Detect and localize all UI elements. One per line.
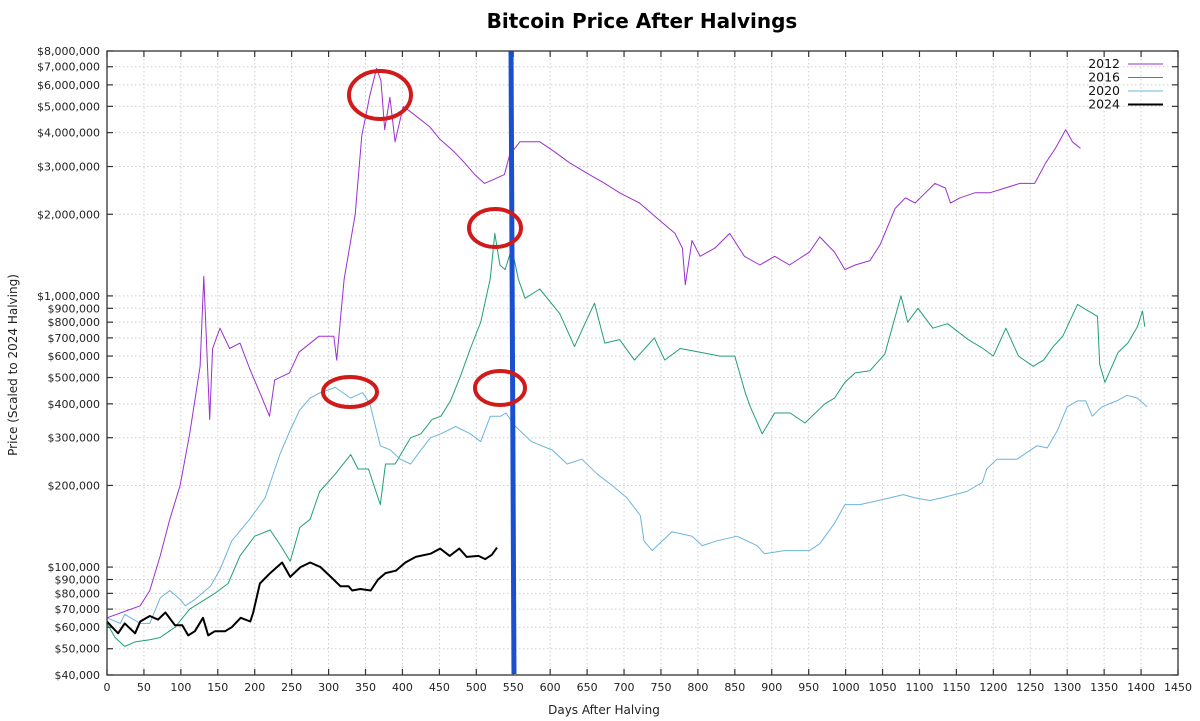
x-tick-label: 800	[687, 681, 708, 694]
x-tick-label: 600	[540, 681, 561, 694]
series-line-2012	[106, 67, 1081, 619]
y-tick-label: $50,000	[55, 643, 101, 656]
x-tick-label: 1300	[1053, 681, 1081, 694]
annotation-circle-2016-peak	[467, 207, 523, 249]
x-tick-label: 1100	[905, 681, 933, 694]
x-tick-label: 1450	[1164, 681, 1192, 694]
y-tick-label: $7,000,000	[37, 61, 100, 74]
legend-label: 2016	[1088, 70, 1120, 85]
y-tick-label: $900,000	[48, 302, 101, 315]
y-tick-label: $60,000	[55, 621, 101, 634]
x-axis: 0 50 100 150 200 250 300 350 400 450 500 550 600 650 7…	[104, 51, 1192, 694]
x-tick-label: 1400	[1127, 681, 1155, 694]
x-tick-label: 900	[761, 681, 782, 694]
x-tick-label: 1050	[869, 681, 897, 694]
y-tick-label: $400,000	[48, 398, 101, 411]
x-tick-label: 700	[614, 681, 635, 694]
x-tick-label: 0	[104, 681, 111, 694]
y-tick-label: $70,000	[55, 603, 101, 616]
series-line-2020	[106, 386, 1148, 624]
x-tick-label: 250	[281, 681, 302, 694]
x-tick-label: 850	[724, 681, 745, 694]
x-tick-label: 300	[318, 681, 339, 694]
x-tick-label: 650	[577, 681, 598, 694]
annotation-circle-2020-peak-1	[321, 375, 379, 409]
y-tick-label: $2,000,000	[37, 208, 100, 221]
x-tick-label: 450	[429, 681, 450, 694]
x-tick-label: 400	[392, 681, 413, 694]
x-tick-label: 350	[355, 681, 376, 694]
y-tick-label: $1,000,000	[37, 290, 100, 303]
series-line-2016	[106, 232, 1146, 647]
y-tick-label: $700,000	[48, 332, 101, 345]
y-tick-label: $8,000,000	[37, 45, 100, 58]
x-tick-label: 1250	[1016, 681, 1044, 694]
legend-label: 2024	[1088, 97, 1120, 112]
x-tick-label: 1150	[942, 681, 970, 694]
legend-label: 2012	[1088, 56, 1120, 71]
y-tick-label: $800,000	[48, 316, 101, 329]
grid	[107, 51, 1178, 675]
y-tick-label: $500,000	[48, 372, 101, 385]
y-tick-label: $600,000	[48, 350, 101, 363]
plot-frame	[106, 50, 1179, 676]
y-tick-label: $80,000	[55, 587, 101, 600]
x-tick-label: 550	[503, 681, 524, 694]
chart-title: Bitcoin Price After Halvings	[487, 9, 798, 33]
y-tick-label: $6,000,000	[37, 79, 100, 92]
y-tick-label: $3,000,000	[37, 161, 100, 174]
legend-label: 2020	[1088, 83, 1120, 98]
x-tick-label: 150	[207, 681, 228, 694]
vertical-marker-line	[508, 50, 517, 675]
x-tick-label: 200	[244, 681, 265, 694]
x-tick-label: 750	[650, 681, 671, 694]
series-line-2024	[106, 547, 498, 637]
x-axis-label: Days After Halving	[548, 703, 660, 717]
x-tick-label: 1350	[1090, 681, 1118, 694]
y-tick-label: $90,000	[55, 573, 101, 586]
y-tick-label: $100,000	[48, 561, 101, 574]
series-group	[106, 67, 1148, 647]
annotations	[321, 50, 527, 675]
y-tick-label: $5,000,000	[37, 100, 100, 113]
x-tick-label: 1000	[832, 681, 860, 694]
x-tick-label: 500	[466, 681, 487, 694]
x-tick-label: 50	[137, 681, 151, 694]
y-axis-label: Price (Scaled to 2024 Halving)	[6, 274, 20, 456]
y-tick-label: $200,000	[48, 479, 101, 492]
y-tick-label: $40,000	[55, 669, 101, 682]
x-tick-label: 1200	[979, 681, 1007, 694]
y-tick-label: $300,000	[48, 432, 101, 445]
y-tick-label: $4,000,000	[37, 127, 100, 140]
x-tick-label: 100	[170, 681, 191, 694]
annotation-circle-2012-peak	[347, 69, 413, 121]
y-axis: $8,000,000 $7,000,000 $6,000,000 $5,000,000…	[37, 45, 1178, 682]
annotation-circle-2020-peak-2	[473, 369, 527, 407]
x-tick-label: 950	[798, 681, 819, 694]
